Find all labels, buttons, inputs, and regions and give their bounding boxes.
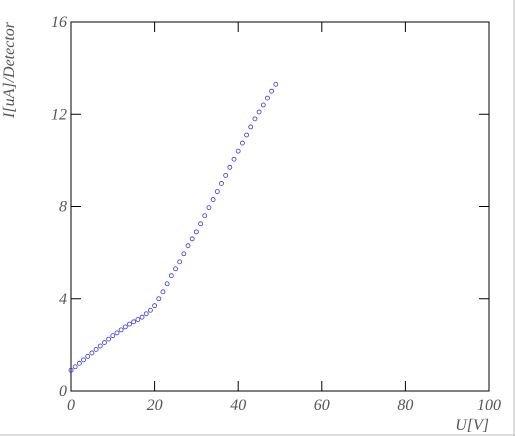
- x-tick-label: 100: [477, 397, 501, 414]
- data-point: [93, 347, 99, 352]
- x-tick-label: 0: [67, 397, 75, 414]
- data-point: [210, 197, 216, 202]
- data-point: [265, 95, 270, 101]
- data-point: [85, 354, 91, 359]
- data-point: [131, 319, 137, 325]
- data-point: [223, 172, 229, 178]
- data-point: [76, 360, 82, 366]
- y-tick-label: 12: [51, 106, 67, 123]
- data-point: [256, 109, 262, 115]
- data-point: [244, 132, 249, 138]
- data-point: [152, 303, 158, 309]
- data-point: [219, 181, 224, 186]
- x-axis-label: U[V]: [455, 417, 489, 434]
- data-point: [139, 314, 145, 320]
- data-point: [97, 343, 103, 349]
- data-point: [193, 229, 199, 235]
- data-point: [143, 311, 149, 317]
- data-point: [114, 330, 120, 336]
- data-point: [231, 156, 237, 162]
- data-point: [252, 116, 258, 122]
- data-point: [81, 357, 86, 363]
- data-point: [148, 307, 153, 313]
- data-point: [202, 213, 208, 219]
- data-point: [89, 350, 95, 356]
- data-point: [102, 340, 107, 345]
- data-point: [122, 324, 128, 330]
- data-point: [239, 140, 245, 146]
- x-tick-label: 60: [314, 397, 330, 414]
- data-point: [173, 266, 178, 272]
- data-point: [106, 336, 112, 342]
- data-point: [110, 333, 116, 339]
- x-tick-label: 80: [397, 397, 413, 414]
- y-tick-label: 0: [59, 383, 67, 400]
- data-point: [127, 321, 132, 327]
- data-point: [135, 317, 141, 322]
- x-tick-label: 40: [230, 397, 246, 414]
- data-point: [214, 189, 220, 194]
- data-point: [189, 236, 195, 242]
- data-point: [164, 281, 170, 287]
- data-point: [185, 243, 191, 249]
- y-tick-label: 8: [59, 199, 67, 216]
- data-point: [160, 289, 166, 295]
- data-point: [198, 221, 203, 227]
- y-tick-label: 16: [51, 14, 67, 31]
- data-point: [72, 364, 78, 370]
- data-point: [118, 327, 124, 333]
- data-point: [181, 251, 187, 257]
- data-point: [206, 205, 212, 211]
- data-point: [273, 81, 279, 87]
- data-point: [177, 259, 183, 265]
- data-point: [227, 164, 233, 170]
- data-point: [248, 124, 254, 130]
- y-tick-label: 4: [59, 291, 67, 308]
- data-point: [269, 88, 275, 94]
- data-point: [156, 296, 162, 302]
- data-point: [235, 148, 241, 154]
- x-tick-label: 20: [147, 397, 163, 414]
- data-point: [260, 102, 266, 108]
- y-axis-label: I[uA]/Detector: [1, 21, 18, 119]
- plot-frame: [70, 21, 490, 392]
- data-point: [68, 367, 74, 373]
- data-point: [168, 273, 174, 279]
